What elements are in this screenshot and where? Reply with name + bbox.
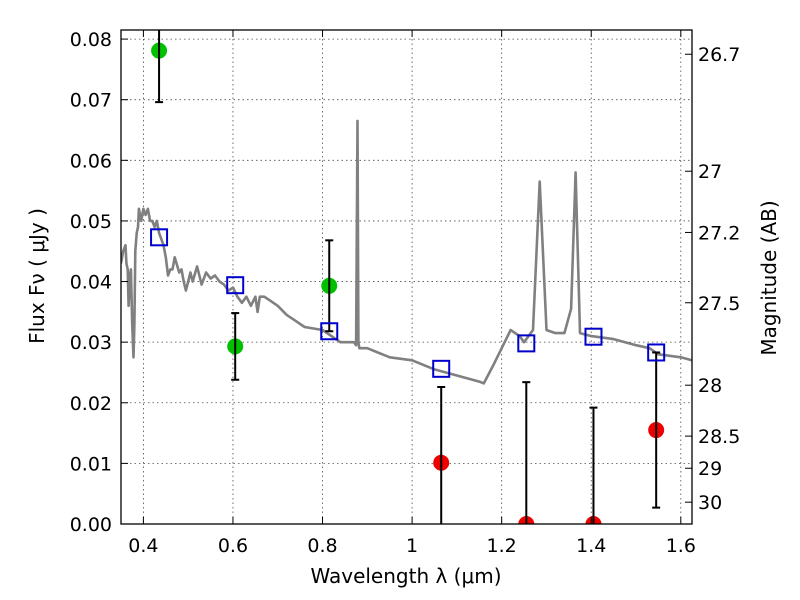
y-tick-label: 0.06: [70, 150, 112, 172]
y-tick-label: 0.03: [70, 332, 112, 354]
model-photometry-square: [226, 276, 245, 295]
model-photometry-square: [584, 327, 603, 346]
model-photometry-square: [647, 343, 666, 362]
model-photometry-square: [320, 322, 339, 341]
x-tick-label: 1.2: [487, 535, 517, 557]
x-axis-title: Wavelength λ (μm): [310, 564, 501, 588]
x-tick-label: 1.6: [666, 535, 696, 557]
x-tick-label: 1.4: [576, 535, 606, 557]
plot-frame: [120, 29, 693, 525]
y-tick-label: 0.07: [70, 90, 112, 112]
y-tick-label: 0.04: [70, 272, 112, 294]
model-photometry-square: [432, 359, 451, 378]
y-tick-label: 0.01: [70, 453, 112, 475]
model-photometry-square: [150, 228, 169, 247]
right-tick-label: 28: [698, 375, 722, 397]
x-tick-label: 0.4: [128, 535, 158, 557]
right-tick-label: 27.2: [698, 222, 740, 244]
right-tick-label: 30: [698, 492, 722, 514]
right-tick-label: 29: [698, 458, 722, 480]
plot-area: [121, 30, 692, 524]
y-tick-label: 0.02: [70, 393, 112, 415]
right-tick-label: 28.5: [698, 426, 740, 448]
y-axis-title: Flux Fν ( μJy ): [25, 208, 49, 344]
model-spectrum-line: [121, 119, 692, 385]
x-tick-label: 1: [406, 535, 418, 557]
model-photometry-square: [517, 334, 536, 353]
grid: [121, 30, 692, 524]
right-tick-label: 26.7: [698, 44, 740, 66]
right-tick-label: 27.5: [698, 293, 740, 315]
right-tick-label: 27: [698, 161, 722, 183]
y-tick-label: 0.00: [70, 514, 112, 536]
y-tick-label: 0.05: [70, 211, 112, 233]
y-tick-label: 0.08: [70, 29, 112, 51]
x-tick-label: 0.6: [218, 535, 248, 557]
right-axis-title: Magnitude (AB): [757, 200, 781, 355]
axis-ticks: 0.4 0.6 0.8 1 1.2 1.4 1.6 0.00 0.01 0.02 0.03 0.04 0…: [70, 29, 741, 557]
x-tick-label: 0.8: [307, 535, 337, 557]
